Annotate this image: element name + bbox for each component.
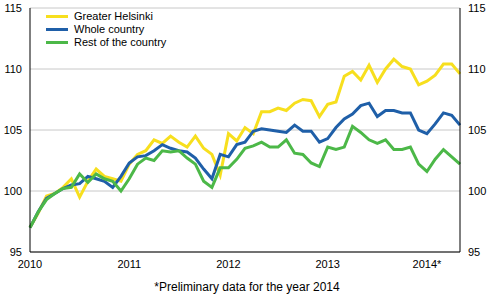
svg-text:105: 105 bbox=[8, 124, 22, 136]
svg-text:100: 100 bbox=[468, 185, 486, 197]
svg-text:2013: 2013 bbox=[315, 258, 339, 270]
svg-text:2012: 2012 bbox=[216, 258, 240, 270]
svg-text:115: 115 bbox=[468, 2, 486, 14]
svg-text:110: 110 bbox=[468, 63, 486, 75]
svg-text:2014*: 2014* bbox=[413, 258, 442, 270]
svg-text:2011: 2011 bbox=[117, 258, 141, 270]
svg-text:105: 105 bbox=[468, 124, 486, 136]
html-text:*Preliminary data for the year: *Preliminary data for the year 2014 bbox=[154, 280, 340, 294]
html-text:Whole country: Whole country bbox=[74, 23, 145, 35]
html-text:Greater Helsinki: Greater Helsinki bbox=[74, 10, 153, 22]
svg-text:110: 110 bbox=[8, 63, 22, 75]
svg-text:115: 115 bbox=[8, 2, 22, 14]
svg-text:95: 95 bbox=[10, 246, 22, 258]
svg-text:100: 100 bbox=[8, 185, 22, 197]
svg-text:95: 95 bbox=[468, 246, 480, 258]
html-text:Rest of the country: Rest of the country bbox=[74, 36, 167, 48]
svg-text:2010: 2010 bbox=[18, 258, 42, 270]
